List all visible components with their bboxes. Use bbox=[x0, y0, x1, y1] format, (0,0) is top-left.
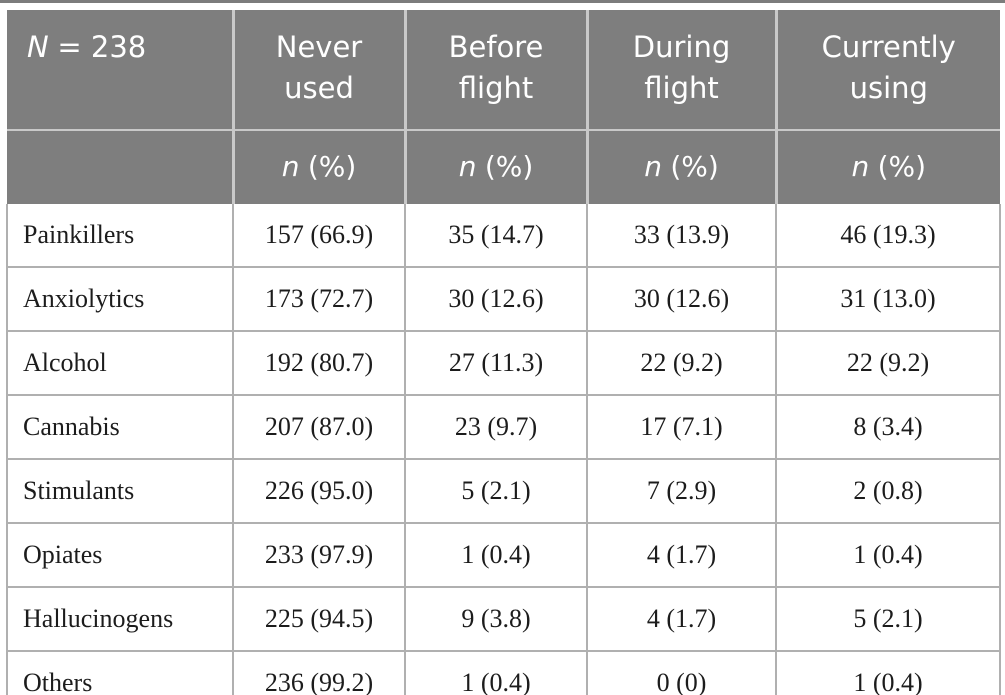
cell-currently-using: 5 (2.1) bbox=[775, 587, 1001, 652]
table-body: Painkillers 157 (66.9) 35 (14.7) 33 (13.9) 4… bbox=[6, 204, 1001, 695]
n-pct-symbol: n bbox=[458, 149, 477, 183]
sample-size-cell: N = 238 bbox=[7, 10, 235, 131]
row-label: Others bbox=[6, 651, 233, 695]
subheader-before-flight: n (%) bbox=[405, 130, 589, 204]
cell-currently-using: 46 (19.3) bbox=[775, 204, 1001, 268]
cell-before-flight: 23 (9.7) bbox=[404, 395, 587, 460]
cell-before-flight: 9 (3.8) bbox=[404, 587, 587, 652]
cell-during-flight: 22 (9.2) bbox=[586, 331, 776, 396]
col-header-before-flight: Before flight bbox=[405, 10, 589, 131]
n-pct-unit: (%) bbox=[484, 149, 534, 183]
cell-before-flight: 1 (0.4) bbox=[404, 651, 587, 695]
cell-never-used: 225 (94.5) bbox=[232, 587, 405, 652]
row-label: Stimulants bbox=[6, 459, 233, 524]
cell-during-flight: 30 (12.6) bbox=[586, 267, 776, 332]
table-row: Painkillers 157 (66.9) 35 (14.7) 33 (13.9) 4… bbox=[6, 204, 1001, 268]
col-header-never-used: Never used bbox=[233, 10, 407, 131]
cell-during-flight: 33 (13.9) bbox=[586, 204, 776, 268]
n-pct-symbol: n bbox=[644, 149, 662, 183]
header-row-sub: n (%) n (%) n (%) n (%) bbox=[7, 130, 1000, 204]
table-header: N = 238 Never used Before flight During f… bbox=[7, 10, 1000, 204]
subheader-empty-cell bbox=[7, 130, 235, 204]
cell-never-used: 233 (97.9) bbox=[232, 523, 405, 588]
table-row: Stimulants 226 (95.0) 5 (2.1) 7 (2.9) 2 (0.8… bbox=[6, 459, 1001, 524]
row-label: Alcohol bbox=[6, 331, 233, 396]
cell-never-used: 192 (80.7) bbox=[232, 331, 405, 396]
col-header-during-flight: During flight bbox=[587, 10, 778, 131]
row-label: Anxiolytics bbox=[6, 267, 233, 332]
col-header-currently-using: Currently using bbox=[776, 10, 1000, 131]
substance-use-table: N = 238 Never used Before flight During f… bbox=[6, 10, 1001, 695]
cell-currently-using: 8 (3.4) bbox=[775, 395, 1001, 460]
header-row-main: N = 238 Never used Before flight During f… bbox=[7, 10, 1000, 131]
row-label: Opiates bbox=[6, 523, 233, 588]
cell-currently-using: 1 (0.4) bbox=[775, 523, 1001, 588]
cell-during-flight: 4 (1.7) bbox=[586, 523, 776, 588]
cell-never-used: 157 (66.9) bbox=[232, 204, 405, 268]
table-row: Alcohol 192 (80.7) 27 (11.3) 22 (9.2) 22 (9.… bbox=[6, 331, 1001, 396]
table-row: Cannabis 207 (87.0) 23 (9.7) 17 (7.1) 8 (3.4… bbox=[6, 395, 1001, 460]
cell-currently-using: 1 (0.4) bbox=[775, 651, 1001, 695]
cell-during-flight: 0 (0) bbox=[586, 651, 776, 695]
cell-never-used: 226 (95.0) bbox=[232, 459, 405, 524]
n-pct-unit: (%) bbox=[670, 149, 719, 183]
cell-before-flight: 5 (2.1) bbox=[404, 459, 587, 524]
table-row: Hallucinogens 225 (94.5) 9 (3.8) 4 (1.7) 5 (… bbox=[6, 587, 1001, 652]
subheader-currently-using: n (%) bbox=[776, 130, 1000, 204]
row-label: Cannabis bbox=[6, 395, 233, 460]
table-row: Others 236 (99.2) 1 (0.4) 0 (0) 1 (0.4) bbox=[6, 651, 1001, 695]
n-pct-symbol: n bbox=[281, 149, 300, 183]
n-pct-unit: (%) bbox=[877, 149, 927, 183]
n-value: = 238 bbox=[57, 30, 147, 64]
n-symbol: N bbox=[27, 30, 49, 64]
cell-before-flight: 30 (12.6) bbox=[404, 267, 587, 332]
cell-never-used: 236 (99.2) bbox=[232, 651, 405, 695]
table-row: Opiates 233 (97.9) 1 (0.4) 4 (1.7) 1 (0.4) bbox=[6, 523, 1001, 588]
n-pct-symbol: n bbox=[851, 149, 870, 183]
cell-before-flight: 35 (14.7) bbox=[404, 204, 587, 268]
cell-currently-using: 22 (9.2) bbox=[775, 331, 1001, 396]
cell-currently-using: 31 (13.0) bbox=[775, 267, 1001, 332]
cell-before-flight: 27 (11.3) bbox=[404, 331, 587, 396]
cell-never-used: 173 (72.7) bbox=[232, 267, 405, 332]
table-row: Anxiolytics 173 (72.7) 30 (12.6) 30 (12.6) 3… bbox=[6, 267, 1001, 332]
subheader-during-flight: n (%) bbox=[587, 130, 778, 204]
n-pct-unit: (%) bbox=[307, 149, 357, 183]
row-label: Painkillers bbox=[6, 204, 233, 268]
cell-before-flight: 1 (0.4) bbox=[404, 523, 587, 588]
cell-currently-using: 2 (0.8) bbox=[775, 459, 1001, 524]
subheader-never-used: n (%) bbox=[233, 130, 407, 204]
top-rule bbox=[0, 0, 1005, 3]
row-label: Hallucinogens bbox=[6, 587, 233, 652]
cell-never-used: 207 (87.0) bbox=[232, 395, 405, 460]
cell-during-flight: 4 (1.7) bbox=[586, 587, 776, 652]
cell-during-flight: 7 (2.9) bbox=[586, 459, 776, 524]
cell-during-flight: 17 (7.1) bbox=[586, 395, 776, 460]
